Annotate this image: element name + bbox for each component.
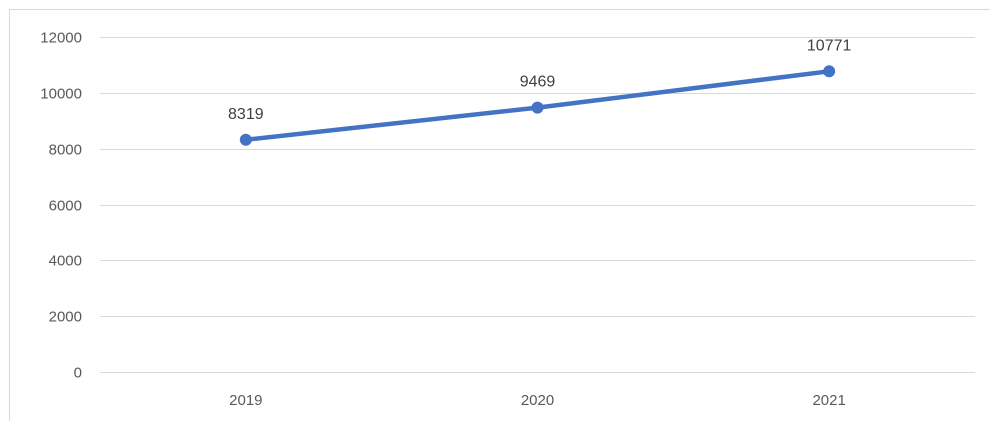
y-tick-label: 0 xyxy=(74,365,82,382)
x-tick-label: 2021 xyxy=(812,392,845,409)
y-tick-label: 4000 xyxy=(49,253,82,270)
x-tick-label: 2020 xyxy=(521,392,554,409)
data-label-2020: 9469 xyxy=(520,74,556,91)
chart-border xyxy=(9,9,990,421)
y-tick-label: 8000 xyxy=(49,142,82,159)
y-tick-label: 2000 xyxy=(49,309,82,326)
x-tick-label: 2019 xyxy=(229,392,262,409)
y-tick-label: 10000 xyxy=(40,86,82,103)
data-point-2021 xyxy=(823,65,836,78)
data-label-2019: 8319 xyxy=(228,106,264,123)
data-point-2019 xyxy=(239,133,252,146)
y-tick-label: 6000 xyxy=(49,198,82,215)
y-tick-label: 12000 xyxy=(40,30,82,47)
data-point-2020 xyxy=(531,101,544,114)
data-label-2021: 10771 xyxy=(807,37,852,54)
